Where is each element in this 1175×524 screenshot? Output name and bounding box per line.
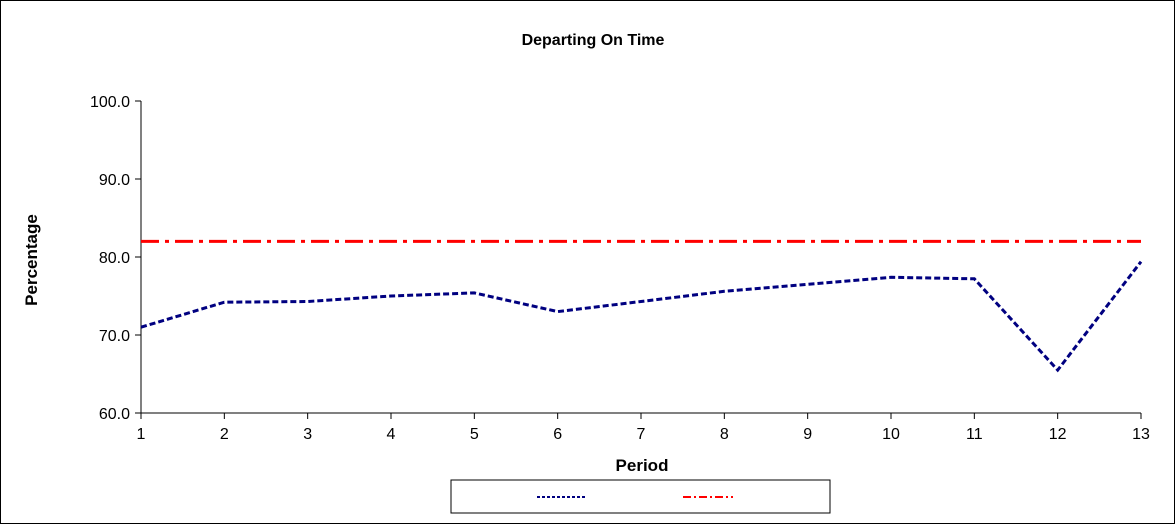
legend-box xyxy=(450,479,831,514)
x-tick-label: 12 xyxy=(1049,426,1067,443)
series-lines xyxy=(140,239,1143,373)
y-tick-label: 80.0 xyxy=(99,250,130,267)
chart-title: Departing On Time xyxy=(522,32,665,49)
x-tick-label: 3 xyxy=(303,426,312,443)
y-tick-label: 90.0 xyxy=(99,172,130,189)
x-tick-label: 4 xyxy=(387,426,396,443)
y-axis-title: Percentage xyxy=(22,214,41,306)
x-tick-label: 5 xyxy=(470,426,479,443)
x-tick-label: 2 xyxy=(220,426,229,443)
y-tick-label: 60.0 xyxy=(99,406,130,423)
series-line-1 xyxy=(140,260,1143,373)
x-tick-label: 6 xyxy=(553,426,562,443)
x-axis-title: Period xyxy=(616,456,669,475)
x-tick-label: 13 xyxy=(1132,426,1150,443)
legend xyxy=(450,479,831,514)
x-tick-label: 7 xyxy=(637,426,646,443)
x-tick-label: 10 xyxy=(882,426,900,443)
y-tick-label: 100.0 xyxy=(90,94,130,111)
y-tick-label: 70.0 xyxy=(99,328,130,345)
x-tick-label: 9 xyxy=(803,426,812,443)
x-tick-label: 8 xyxy=(720,426,729,443)
x-tick-label: 11 xyxy=(966,426,983,443)
x-tick-label: 1 xyxy=(137,426,146,443)
